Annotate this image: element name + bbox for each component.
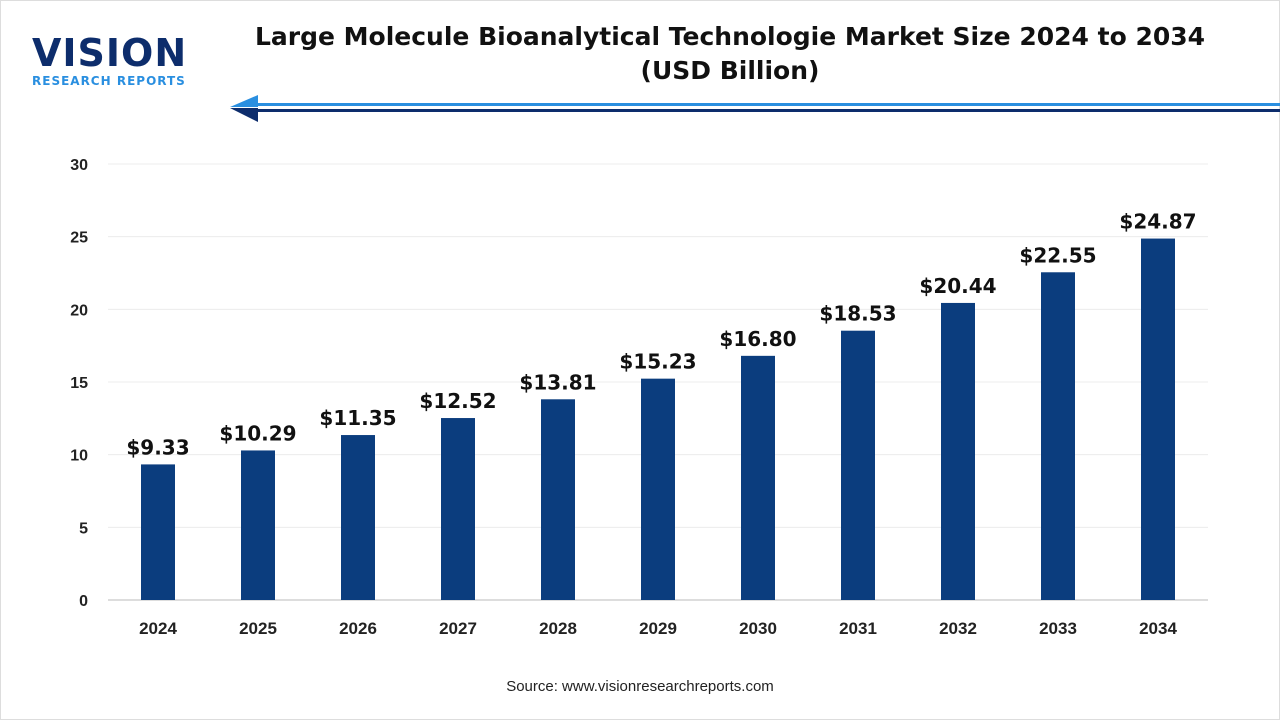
data-label: $13.81 [519, 370, 596, 394]
data-label: $11.35 [319, 406, 396, 430]
y-tick-label: 30 [70, 157, 88, 174]
data-label: $9.33 [126, 435, 189, 459]
bar [241, 450, 275, 600]
bar [541, 399, 575, 600]
y-tick-label: 20 [70, 302, 88, 319]
data-label: $20.44 [919, 274, 996, 298]
y-tick-label: 15 [70, 375, 88, 392]
data-label: $12.52 [419, 389, 496, 413]
y-tick-label: 5 [79, 520, 88, 537]
data-label: $16.80 [719, 327, 796, 351]
y-tick-label: 0 [79, 593, 88, 610]
bar [441, 418, 475, 600]
logo: VISION RESEARCH REPORTS [32, 34, 187, 88]
x-tick-label: 2028 [539, 619, 577, 638]
x-tick-label: 2034 [1139, 619, 1177, 638]
subtitle-text: (USD Billion) [640, 56, 820, 85]
chart-title: Large Molecule Bioanalytical Technologie… [230, 20, 1230, 88]
header-arrow [230, 95, 1280, 122]
x-tick-label: 2033 [1039, 619, 1077, 638]
x-tick-label: 2026 [339, 619, 377, 638]
bar [1141, 238, 1175, 600]
x-tick-label: 2032 [939, 619, 977, 638]
data-label: $15.23 [619, 350, 696, 374]
logo-tagline: RESEARCH REPORTS [32, 74, 186, 88]
data-label: $10.29 [219, 421, 296, 445]
bar [741, 355, 775, 600]
x-tick-label: 2024 [139, 619, 177, 638]
logo-name: VISION [32, 31, 188, 75]
x-tick-label: 2030 [739, 619, 777, 638]
x-tick-label: 2029 [639, 619, 677, 638]
bar [841, 330, 875, 600]
y-tick-label: 10 [70, 448, 88, 465]
bar [941, 302, 975, 600]
y-tick-label: 25 [70, 230, 88, 247]
data-label: $22.55 [1019, 243, 1096, 267]
data-label: $18.53 [819, 302, 896, 326]
x-tick-label: 2027 [439, 619, 477, 638]
bar [641, 378, 675, 600]
x-tick-label: 2031 [839, 619, 877, 638]
data-label: $24.87 [1119, 210, 1196, 234]
title-text: Large Molecule Bioanalytical Technologie… [254, 22, 1206, 51]
bar [1041, 272, 1075, 600]
bar [341, 435, 375, 600]
bar [141, 464, 175, 600]
source-note: Source: www.visionresearchreports.com [506, 678, 774, 695]
x-tick-label: 2025 [239, 619, 277, 638]
